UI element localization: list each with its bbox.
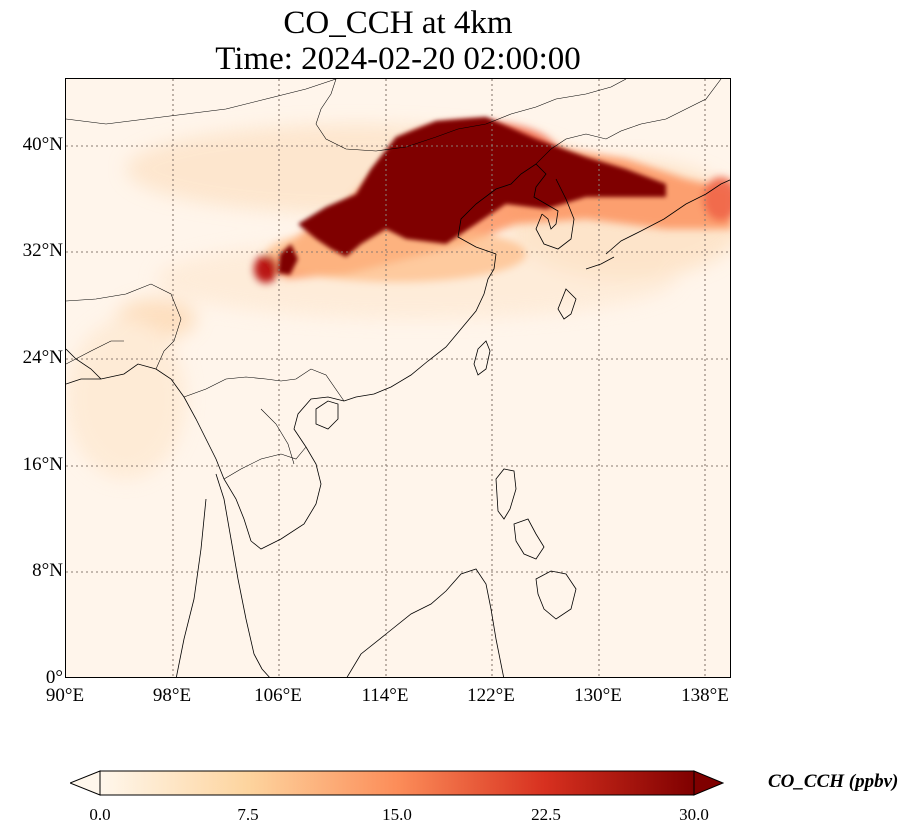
lon-tick-label: 90°E [45,685,85,706]
map-title: CO_CCH at 4km [283,5,513,41]
colorbar-tick-label: 0.0 [89,805,111,824]
lat-tick-label: 16°N [22,454,63,475]
lat-tick-label: 24°N [22,347,63,368]
lon-tick-label: 106°E [254,685,302,706]
colorbar-max-extend [693,770,724,796]
map-time-subtitle: Time: 2024-02-20 02:00:00 [215,41,581,77]
colorbar-title: CO_CCH (ppbv) [768,771,899,792]
map-canvas [66,79,730,677]
country-borders [66,79,722,480]
map-gridlines [66,79,730,677]
colorbar [70,770,724,796]
lat-tick-label: 32°N [22,240,63,261]
lat-tick-label: 8°N [32,560,63,581]
lon-tick-label: 138°E [681,685,729,706]
colorbar-tick-label: 7.5 [237,805,259,824]
lon-tick-label: 130°E [574,685,622,706]
colorbar-min-extend [70,770,101,796]
lon-tick-label: 98°E [152,685,192,706]
colorbar-tick-label: 15.0 [382,805,412,824]
colorbar-gradient [99,770,695,796]
colorbar-tick-label: 30.0 [679,805,709,824]
map-frame[interactable] [65,78,731,678]
lat-tick-label: 40°N [22,134,63,155]
colorbar-tick-label: 22.5 [531,805,561,824]
lon-tick-label: 114°E [361,685,409,706]
lon-tick-label: 122°E [467,685,515,706]
lat-tick-label: 0° [45,667,63,688]
